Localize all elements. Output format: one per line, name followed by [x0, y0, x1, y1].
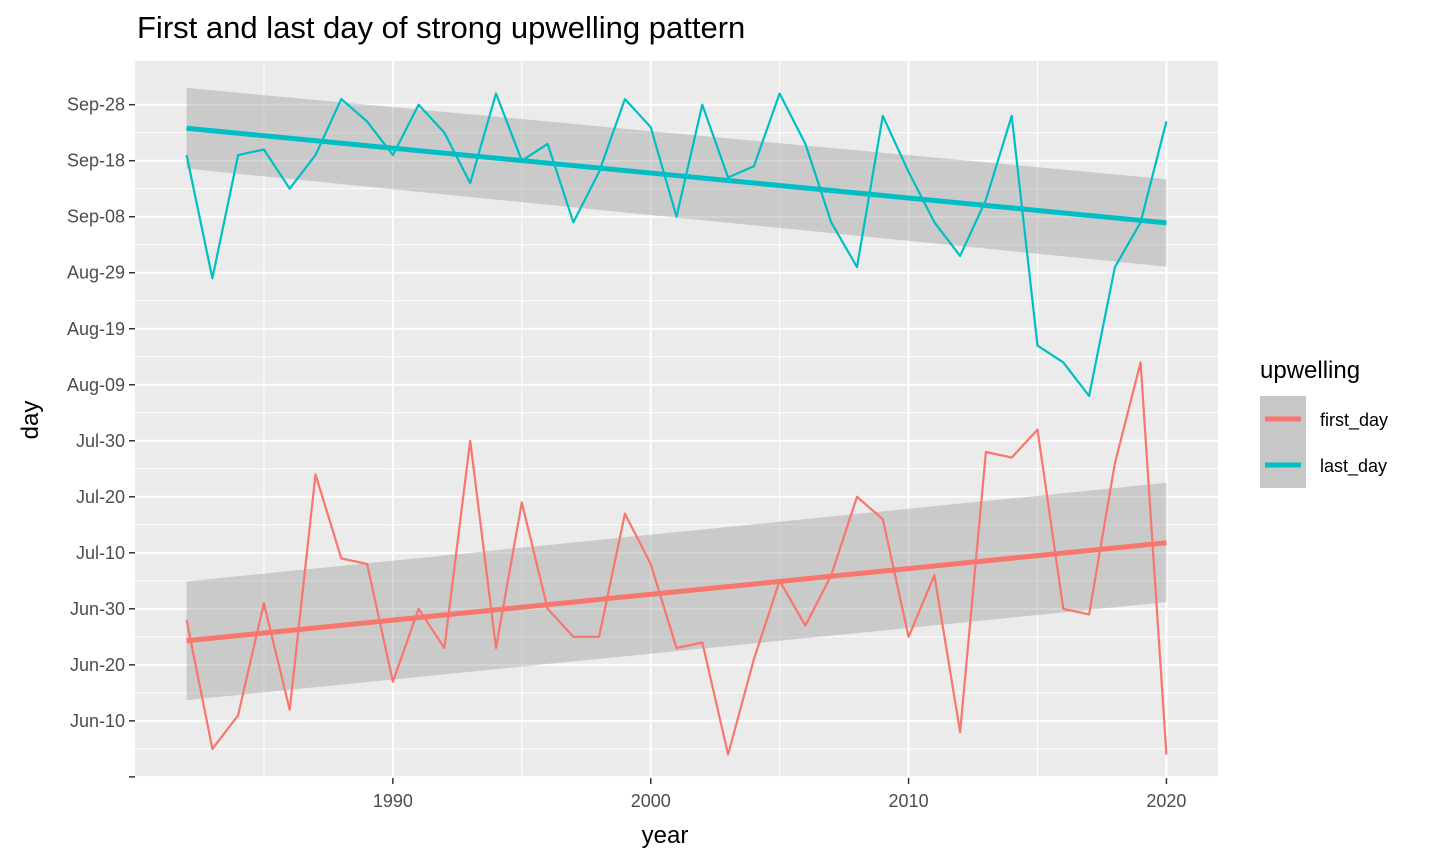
legend: upwelling first_day last_day: [1260, 357, 1388, 488]
y-tick-label: Aug-09: [67, 375, 125, 395]
series-line-last_day: [185, 92, 1168, 398]
y-tick-label: Jun-10: [70, 711, 125, 731]
trend-line-last_day: [186, 125, 1167, 226]
series-line-first_day: [185, 361, 1168, 756]
trend-lines: [186, 125, 1167, 644]
legend-label-first_day: first_day: [1320, 410, 1388, 431]
chart-title: First and last day of strong upwelling p…: [137, 10, 745, 45]
y-tick-label: Jul-10: [76, 543, 125, 563]
y-tick-label: Jul-20: [76, 487, 125, 507]
y-tick-label: Sep-18: [67, 151, 125, 171]
grid-lines: [135, 61, 1218, 778]
legend-title: upwelling: [1260, 357, 1360, 384]
y-tick-label: Aug-19: [67, 319, 125, 339]
series-lines: [185, 92, 1168, 756]
trend-line-first_day: [186, 540, 1167, 644]
x-axis: 1990 2000 2010 2020: [373, 778, 1186, 811]
y-tick-label: Sep-28: [67, 95, 125, 115]
y-tick-label: Sep-08: [67, 207, 125, 227]
y-tick-label: Jun-20: [70, 655, 125, 675]
x-tick-label: 2010: [889, 791, 929, 811]
y-tick-label: Jun-30: [70, 599, 125, 619]
x-tick-label: 1990: [373, 791, 413, 811]
y-axis: Jun-10 Jun-20 Jun-30 Jul-10 Jul-20 Jul-30 Aug-…: [67, 95, 135, 778]
y-tick-label: Aug-29: [67, 263, 125, 283]
legend-label-last_day: last_day: [1320, 456, 1387, 477]
x-tick-label: 2000: [631, 791, 671, 811]
x-axis-title: year: [642, 822, 689, 849]
x-tick-label: 2020: [1146, 791, 1186, 811]
y-axis-title: day: [17, 401, 44, 440]
y-tick-label: Jul-30: [76, 431, 125, 451]
